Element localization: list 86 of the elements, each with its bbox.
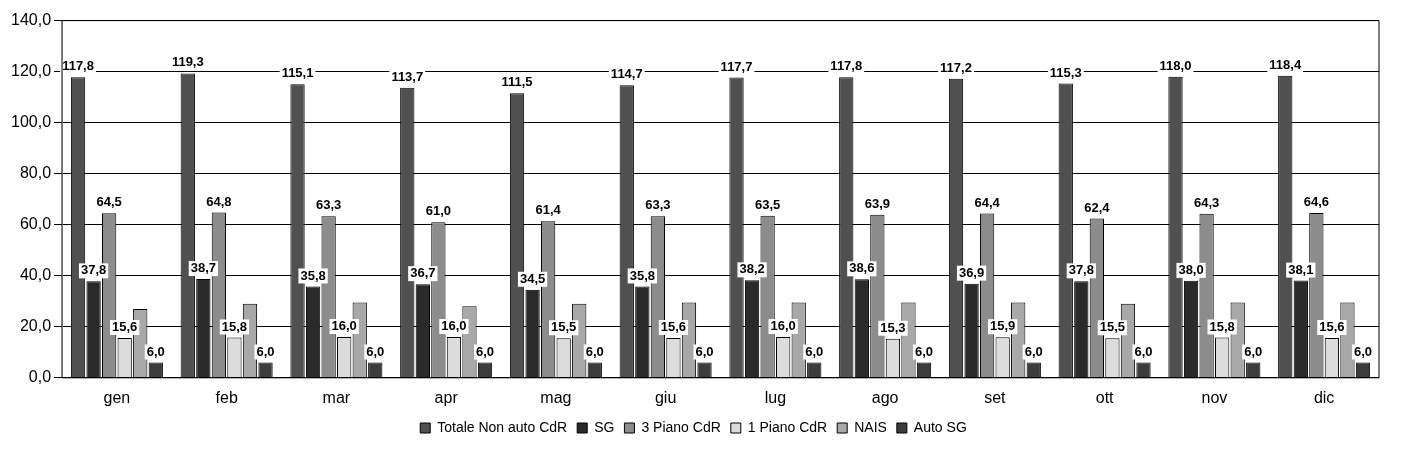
data-label: 15,6 [1319, 319, 1345, 335]
legend-label: 3 Piano CdR [641, 418, 721, 435]
data-label: 36,9 [958, 264, 985, 280]
data-label: 63,5 [754, 196, 781, 212]
data-label: 15,6 [112, 319, 138, 335]
data-label: 117,2 [940, 59, 972, 75]
data-label: 61,4 [535, 202, 562, 218]
data-label: 118,4 [1269, 56, 1302, 72]
data-label: 6,0 [475, 343, 495, 359]
data-label: 6,0 [256, 343, 275, 359]
legend-label: Totale Non auto CdR [437, 418, 568, 435]
data-label: 15,9 [990, 318, 1016, 334]
data-label: 63,3 [645, 197, 671, 213]
y-tick-label: 20,0 [19, 317, 52, 335]
data-label: 61,0 [425, 203, 452, 219]
data-label: 64,5 [96, 194, 122, 210]
data-label: 38,0 [1178, 261, 1204, 277]
data-label: 117,8 [830, 58, 863, 74]
data-label: 16,0 [441, 318, 467, 334]
y-tick-label: 80,0 [19, 164, 52, 182]
data-label: 15,8 [1209, 318, 1235, 334]
x-tick-label: set [984, 388, 1007, 406]
data-label: 36,7 [410, 265, 436, 281]
data-label: 6,0 [914, 343, 934, 359]
y-tick-label: 120,0 [10, 62, 52, 80]
data-label: 115,1 [281, 65, 314, 81]
x-tick-label: ago [871, 388, 899, 406]
data-label: 119,3 [171, 54, 204, 70]
data-label: 38,6 [849, 260, 875, 276]
legend-label: Auto SG [913, 418, 967, 435]
data-label: 16,0 [331, 318, 357, 334]
x-tick-label: ott [1095, 388, 1115, 406]
data-label: 37,8 [1068, 262, 1094, 278]
x-tick-label: mar [322, 388, 351, 406]
y-tick-label: 100,0 [10, 113, 52, 131]
data-label: 6,0 [146, 343, 165, 359]
data-label: 38,2 [739, 261, 765, 277]
data-label: 64,4 [974, 194, 1001, 210]
data-label: 63,9 [864, 195, 891, 211]
data-label: 16,0 [770, 318, 796, 334]
data-label: 6,0 [1024, 343, 1043, 359]
data-label: 15,6 [660, 319, 687, 335]
data-label: 37,8 [80, 262, 107, 278]
data-label: 15,5 [551, 319, 577, 335]
data-label: 6,0 [1244, 343, 1263, 359]
data-label: 117,8 [62, 58, 94, 74]
legend-label: 1 Piano CdR [747, 418, 828, 435]
data-label: 64,6 [1303, 194, 1330, 210]
y-tick-label: 140,0 [10, 11, 52, 29]
x-tick-label: lug [764, 388, 787, 406]
x-tick-label: mag [540, 388, 572, 406]
x-tick-label: dic [1313, 388, 1335, 406]
data-label: 35,8 [300, 267, 326, 283]
x-tick-label: apr [434, 388, 459, 406]
data-label: 34,5 [519, 270, 546, 286]
data-label: 118,0 [1159, 57, 1192, 73]
x-tick-label: feb [215, 388, 238, 406]
data-label: 6,0 [366, 343, 385, 359]
legend-label: NAIS [854, 418, 887, 435]
y-tick-label: 40,0 [19, 266, 52, 284]
data-label: 6,0 [805, 343, 824, 359]
data-label: 115,3 [1049, 64, 1082, 80]
y-tick-label: 60,0 [19, 215, 52, 233]
data-label: 113,7 [391, 68, 424, 84]
data-label: 64,8 [206, 193, 232, 209]
data-label: 15,3 [880, 319, 906, 335]
data-label: 114,7 [610, 66, 643, 82]
data-label: 38,1 [1288, 261, 1314, 277]
data-label: 15,8 [221, 318, 248, 334]
data-label: 35,8 [629, 267, 655, 283]
data-label: 6,0 [695, 343, 714, 359]
data-label: 6,0 [1134, 343, 1153, 359]
data-label: 64,3 [1193, 194, 1220, 210]
x-tick-label: giu [654, 388, 677, 406]
data-label: 38,7 [190, 260, 216, 276]
data-label: 62,4 [1084, 199, 1111, 215]
data-label: 117,7 [720, 58, 753, 74]
legend-label: SG [594, 418, 615, 435]
data-label: 63,3 [315, 197, 342, 213]
data-label: 15,5 [1099, 319, 1126, 335]
data-label: 6,0 [1353, 343, 1373, 359]
data-label: 6,0 [585, 343, 604, 359]
data-label: 111,5 [501, 74, 533, 90]
x-tick-label: nov [1201, 388, 1228, 406]
y-tick-label: 0,0 [28, 368, 52, 386]
x-tick-label: gen [103, 388, 131, 406]
